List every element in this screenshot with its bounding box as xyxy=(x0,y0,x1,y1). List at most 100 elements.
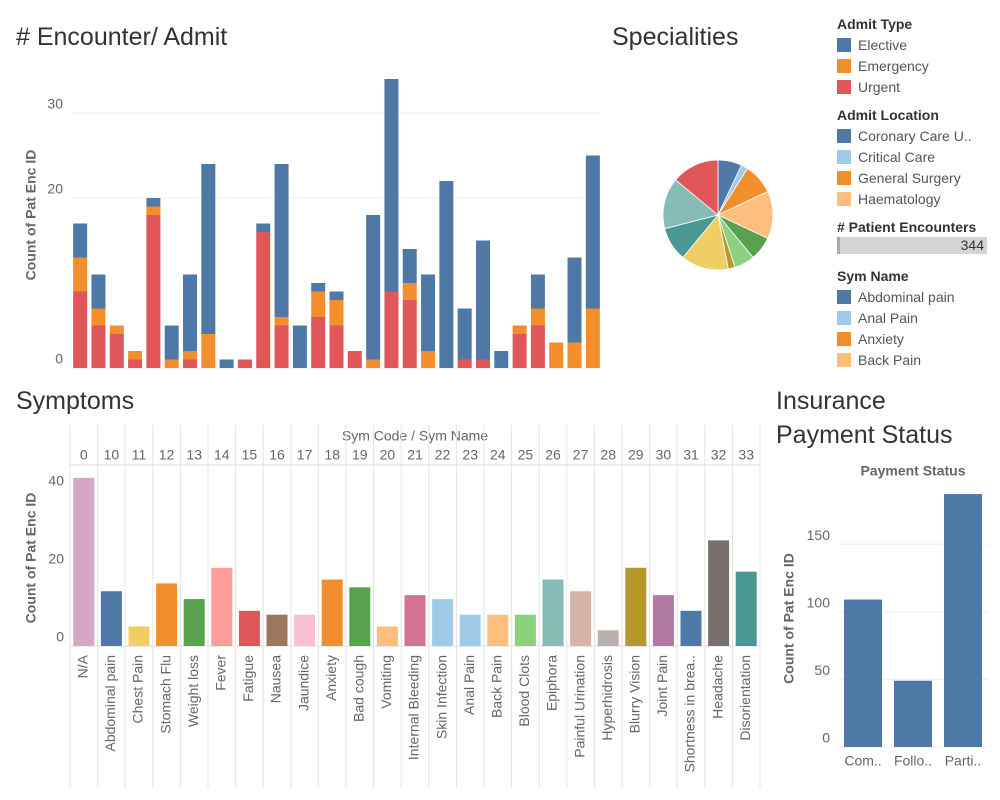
legend-label: Abdominal pain xyxy=(858,288,955,305)
bar xyxy=(844,599,882,747)
legend-title: Admit Location xyxy=(837,107,939,123)
bar-segment xyxy=(402,249,417,283)
pie-slice xyxy=(662,179,719,230)
x-tick-label: Blood Clots xyxy=(516,655,532,727)
x-tick-label: Shortness in brea.. xyxy=(682,655,698,773)
x-tick-label: Bad cough xyxy=(351,655,367,722)
legend-item: Elective xyxy=(837,34,997,55)
bar-segment xyxy=(384,291,399,368)
bar xyxy=(514,614,536,646)
bar-segment xyxy=(402,300,417,368)
legend-label: Anal Pain xyxy=(858,309,918,326)
bar xyxy=(708,540,730,646)
bar-segment xyxy=(183,351,198,360)
bar-segment xyxy=(128,359,143,368)
bar xyxy=(349,587,371,646)
bar-segment xyxy=(512,325,527,334)
column-code: 11 xyxy=(132,447,147,463)
x-tick-label: Headache xyxy=(709,655,725,719)
bar-segment xyxy=(475,359,490,368)
bar-segment xyxy=(292,325,307,368)
x-tick-label: Blurry Vision xyxy=(627,655,643,733)
x-tick-label: Disorientation xyxy=(737,655,753,741)
bar-segment xyxy=(274,317,289,326)
column-code: 0 xyxy=(80,447,88,463)
bar xyxy=(211,567,233,646)
bar-segment xyxy=(91,325,106,368)
bar-segment xyxy=(585,308,600,368)
legend-item: Back Pain xyxy=(837,349,997,370)
bar-segment xyxy=(366,215,381,360)
x-tick-label: Back Pain xyxy=(489,655,505,718)
legend-label: Back Pain xyxy=(858,351,922,368)
column-code: 22 xyxy=(435,447,451,463)
column-code: 30 xyxy=(656,447,672,463)
bar xyxy=(894,680,932,747)
bar-segment xyxy=(146,206,161,215)
column-code: 15 xyxy=(242,447,258,463)
bar-segment xyxy=(475,240,490,360)
column-code: 33 xyxy=(738,447,754,463)
bar xyxy=(487,614,509,646)
x-tick-label: Hyperhidrosis xyxy=(599,655,615,741)
bar xyxy=(100,591,122,646)
x-tick-label: Follo.. xyxy=(894,753,932,769)
x-tick-label: Jaundice xyxy=(295,655,311,711)
column-code: 23 xyxy=(462,447,478,463)
x-tick-label: Joint Pain xyxy=(654,655,670,716)
column-code: 19 xyxy=(352,447,368,463)
legend-swatch xyxy=(837,352,851,367)
column-code: 32 xyxy=(711,447,727,463)
x-tick-label: Fever xyxy=(213,655,229,691)
legend-label: Haematology xyxy=(858,190,941,207)
bar xyxy=(625,567,647,646)
y-axis-label: Count of Pat Enc ID xyxy=(781,553,797,684)
bar xyxy=(652,595,674,646)
bar-segment xyxy=(73,223,88,258)
legend-swatch xyxy=(837,58,851,73)
bar-segment xyxy=(311,291,326,317)
legend-swatch xyxy=(837,191,851,206)
y-tick-label: 40 xyxy=(48,472,64,488)
bar xyxy=(238,610,260,646)
bar-segment xyxy=(73,257,88,292)
x-tick-label: Painful Urination xyxy=(571,655,587,758)
bar xyxy=(570,591,592,646)
legend-title: # Patient Encounters xyxy=(837,219,977,235)
bar-segment xyxy=(164,359,179,368)
column-code: 24 xyxy=(490,447,506,463)
legend-label: Anxiety xyxy=(858,330,904,347)
column-code: 18 xyxy=(324,447,340,463)
bar-segment xyxy=(109,325,124,334)
bar-segment xyxy=(183,274,198,351)
y-tick-label: 30 xyxy=(47,96,63,112)
y-tick-label: 50 xyxy=(814,662,830,678)
x-tick-label: Fatigue xyxy=(240,655,256,702)
bar-segment xyxy=(549,342,564,368)
y-axis-label: Count of Pat Enc ID xyxy=(23,493,39,624)
bar-segment xyxy=(347,351,362,368)
bar-segment xyxy=(73,291,88,368)
bar xyxy=(156,583,178,646)
column-code: 25 xyxy=(518,447,534,463)
column-code: 20 xyxy=(380,447,396,463)
bar-segment xyxy=(421,274,436,351)
legend-swatch xyxy=(837,79,851,94)
bar-segment xyxy=(311,283,326,292)
x-tick-label: Weight loss xyxy=(185,655,201,727)
y-tick-label: 0 xyxy=(822,730,830,746)
bar-segment xyxy=(311,317,326,368)
bar-segment xyxy=(384,79,399,292)
column-code: 21 xyxy=(407,447,423,463)
bar-segment xyxy=(329,325,344,368)
x-tick-label: Internal Bleeding xyxy=(406,655,422,760)
legend-item: Anal Pain xyxy=(837,307,997,328)
bar-segment xyxy=(585,155,600,309)
x-header: Sym Code / Sym Name xyxy=(342,428,488,444)
bar-segment xyxy=(201,164,216,334)
column-code: 28 xyxy=(600,447,616,463)
bar xyxy=(266,614,288,646)
bar-segment xyxy=(91,274,106,309)
legend-item: Abdominal pain xyxy=(837,286,997,307)
bar xyxy=(404,595,426,646)
